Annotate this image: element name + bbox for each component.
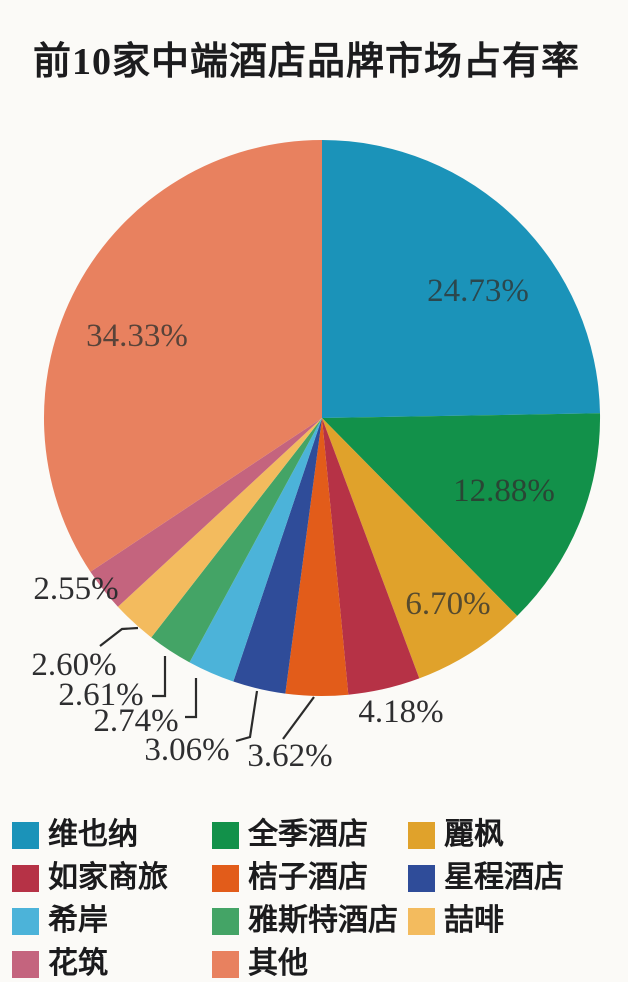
value-label-9: 2.55% — [33, 571, 118, 607]
value-label-2: 6.70% — [405, 586, 490, 622]
pie-slice-5 — [233, 418, 322, 694]
legend-swatch-1 — [212, 821, 239, 849]
legend-swatch-5 — [408, 864, 435, 892]
leader-line-5 — [235, 690, 259, 743]
value-label-4: 3.62% — [247, 738, 332, 774]
value-label-0: 24.73% — [427, 273, 529, 309]
legend-item-9: 花筑 — [12, 949, 212, 979]
value-label-8: 2.60% — [31, 647, 116, 683]
legend-item-5: 星程酒店 — [408, 863, 618, 893]
value-label-1: 12.88% — [453, 473, 555, 509]
legend-swatch-8 — [408, 907, 435, 935]
pie-slice-2 — [322, 418, 518, 679]
legend-label-10: 其他 — [248, 947, 308, 980]
legend-item-7: 雅斯特酒店 — [212, 906, 408, 936]
legend-swatch-10 — [212, 950, 239, 978]
legend: 维也纳 全季酒店 麗枫如家商旅 桔子酒店 星程酒店希岸 雅斯特酒店 喆啡花筑 其他 — [12, 820, 618, 979]
legend-label-8: 喆啡 — [444, 904, 504, 937]
value-label-7: 2.61% — [58, 677, 143, 713]
legend-label-0: 维也纳 — [48, 818, 138, 851]
legend-item-6: 希岸 — [12, 906, 212, 936]
legend-item-1: 全季酒店 — [212, 820, 408, 850]
legend-item-3: 如家商旅 — [12, 863, 212, 893]
legend-swatch-6 — [12, 907, 39, 935]
legend-item-2: 麗枫 — [408, 820, 618, 850]
legend-label-9: 花筑 — [48, 947, 108, 980]
value-label-3: 4.18% — [358, 694, 443, 730]
value-label-10: 34.33% — [86, 318, 188, 354]
pie-slice-7 — [151, 418, 322, 663]
legend-swatch-9 — [12, 950, 39, 978]
pie-slice-10 — [43, 139, 323, 572]
pie-slice-4 — [285, 418, 349, 696]
legend-label-7: 雅斯特酒店 — [248, 904, 398, 937]
pie-slice-9 — [90, 418, 323, 607]
pie-slice-1 — [322, 413, 601, 616]
legend-label-3: 如家商旅 — [48, 861, 168, 894]
leader-line-4 — [282, 696, 315, 740]
legend-label-5: 星程酒店 — [444, 861, 564, 894]
leader-line-8 — [99, 626, 139, 647]
legend-swatch-2 — [408, 821, 435, 849]
legend-label-1: 全季酒店 — [248, 818, 368, 851]
legend-item-10: 其他 — [212, 949, 408, 979]
pie-slice-0 — [322, 140, 600, 418]
legend-label-6: 希岸 — [48, 904, 108, 937]
value-label-6: 2.74% — [93, 703, 178, 739]
legend-label-4: 桔子酒店 — [248, 861, 368, 894]
legend-swatch-7 — [212, 907, 239, 935]
legend-swatch-3 — [12, 864, 39, 892]
legend-item-0: 维也纳 — [12, 820, 212, 850]
leader-line-6 — [185, 678, 198, 719]
legend-swatch-0 — [12, 821, 39, 849]
pie-slice-6 — [189, 418, 322, 682]
legend-label-2: 麗枫 — [444, 818, 504, 851]
leader-line-7 — [152, 656, 167, 698]
chart-title: 前10家中端酒店品牌市场占有率 — [33, 41, 581, 83]
value-label-5: 3.06% — [144, 732, 229, 768]
pie-slice-3 — [322, 418, 420, 695]
legend-item-4: 桔子酒店 — [212, 863, 408, 893]
pie-slice-8 — [117, 418, 323, 638]
legend-item-8: 喆啡 — [408, 906, 618, 936]
legend-swatch-4 — [212, 864, 239, 892]
